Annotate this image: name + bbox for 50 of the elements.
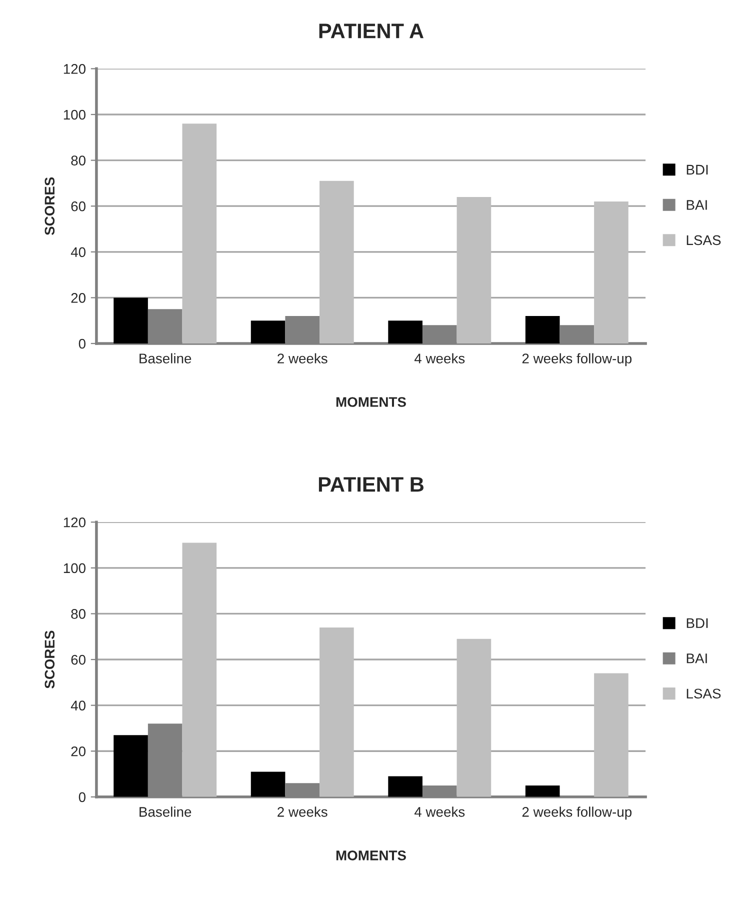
y-tick-label: 120 — [64, 64, 86, 74]
bar — [320, 627, 354, 797]
x-tick-label: 2 weeks — [278, 806, 328, 817]
y-tick-label: 0 — [78, 792, 86, 802]
bar — [182, 542, 217, 797]
y-tick-label: 40 — [70, 247, 86, 258]
x-tick-label: 2 weeks — [278, 353, 328, 364]
legend-label: BDI — [686, 618, 708, 628]
bar — [250, 772, 286, 797]
x-tick-label: 2 weeks follow-up — [522, 353, 632, 366]
bar — [320, 180, 354, 344]
bar — [182, 124, 217, 344]
y-tick-label: 100 — [64, 563, 86, 574]
x-tick-label: 4 weeks — [414, 806, 465, 817]
bar — [525, 785, 560, 797]
legend-label: BDI — [686, 164, 708, 174]
y-axis-title: SCORES — [44, 630, 55, 688]
bar — [525, 316, 560, 344]
bar — [114, 298, 148, 344]
y-tick-label: 80 — [71, 609, 86, 619]
legend-label: BAI — [686, 654, 707, 664]
chart-title: PATIENT A — [319, 24, 424, 38]
y-tick-label: 20 — [71, 293, 86, 303]
y-tick-label: 60 — [71, 201, 86, 212]
bar — [456, 196, 492, 344]
y-tick-label: 0 — [78, 338, 86, 349]
x-axis-title: MOMENTS — [336, 397, 406, 407]
y-tick-label: 60 — [71, 654, 86, 665]
x-tick-label: 4 weeks — [414, 353, 465, 364]
bar — [250, 320, 286, 344]
bar — [114, 735, 148, 797]
bar — [388, 320, 422, 344]
bar — [456, 638, 492, 797]
y-tick-label: 40 — [70, 700, 86, 710]
y-tick-label: 120 — [64, 517, 86, 528]
y-tick-label: 100 — [64, 110, 86, 120]
y-axis-title: SCORES — [44, 177, 55, 236]
legend-label: LSAS — [686, 688, 721, 699]
bar — [388, 776, 422, 797]
legend-label: LSAS — [686, 235, 721, 246]
chart-title: PATIENT B — [318, 477, 424, 492]
x-tick-label: Baseline — [140, 353, 192, 364]
bar — [594, 673, 628, 797]
y-tick-label: 80 — [71, 156, 86, 166]
bar — [594, 202, 628, 344]
x-axis-title: MOMENTS — [336, 850, 406, 860]
y-tick-label: 20 — [71, 746, 86, 756]
x-tick-label: Baseline — [140, 806, 192, 817]
legend-label: BAI — [686, 200, 707, 210]
x-tick-label: 2 weeks follow-up — [522, 806, 632, 820]
